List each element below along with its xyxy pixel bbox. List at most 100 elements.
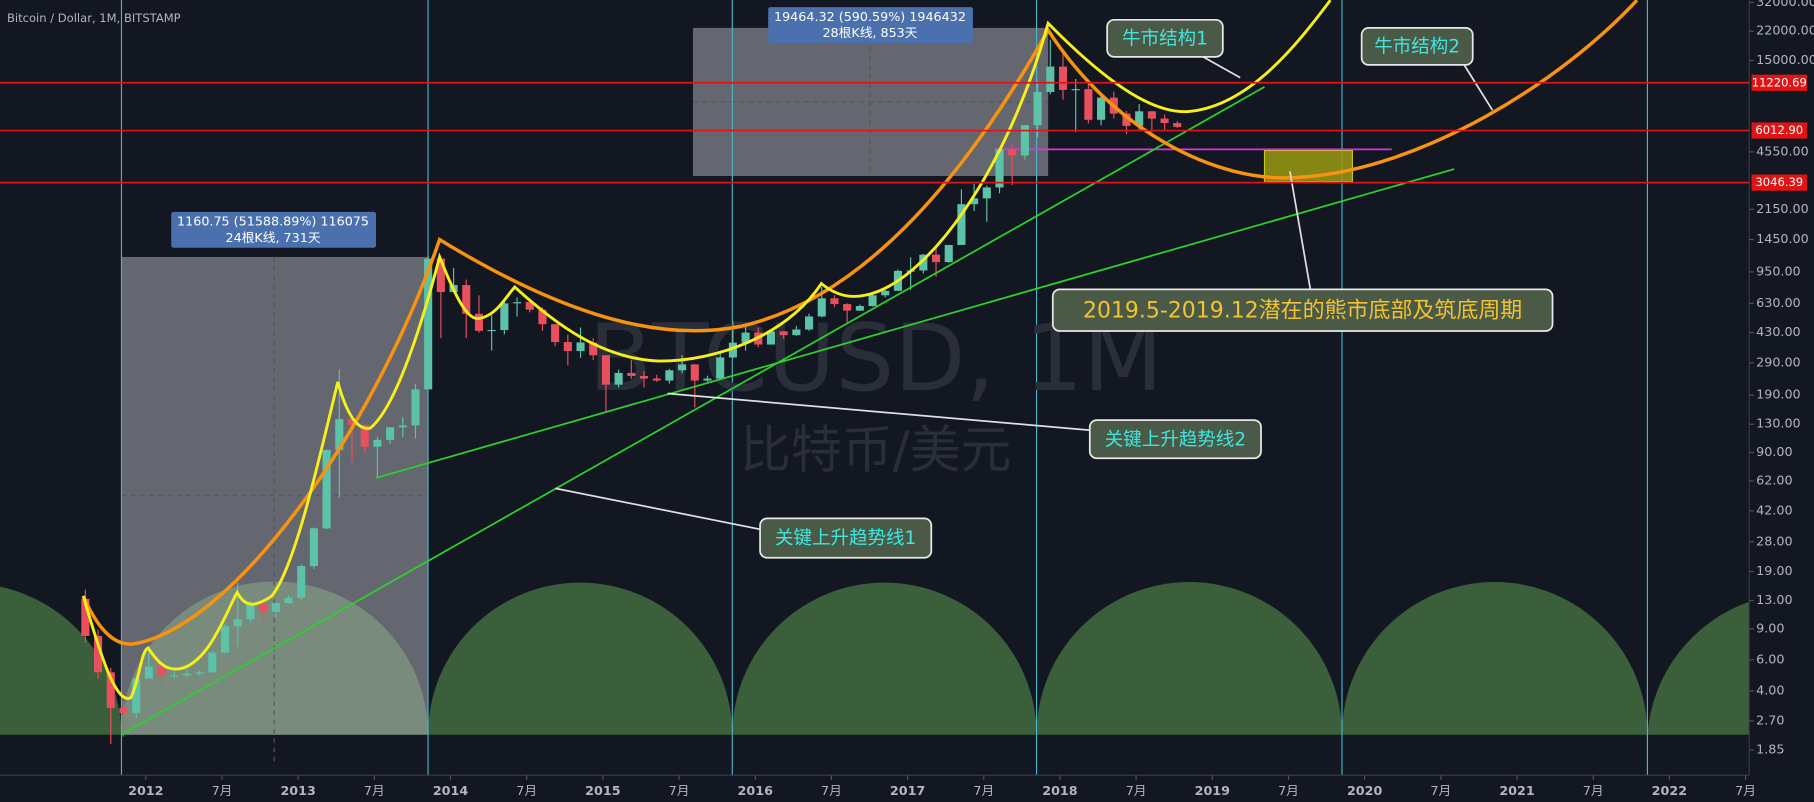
price-label-bg	[1751, 174, 1808, 191]
candle-body	[309, 528, 318, 567]
candle-body	[589, 342, 598, 356]
candle-body	[678, 364, 687, 371]
y-tick-label: 130.00	[1756, 416, 1801, 431]
measure-label: 1160.75 (51588.89%) 116075	[177, 214, 369, 229]
candle-body	[411, 389, 420, 426]
candle-body	[1147, 111, 1156, 119]
y-tick-label: 6.00	[1756, 651, 1784, 666]
trendline	[121, 86, 1265, 736]
candle-body	[690, 364, 699, 381]
x-tick-label: 7月	[821, 783, 842, 798]
candle-body	[246, 604, 255, 620]
y-tick-label: 4550.00	[1756, 143, 1809, 158]
candle-body	[297, 566, 306, 598]
candle-body	[779, 331, 788, 336]
annotation-text: 牛市结构2	[1374, 37, 1460, 58]
y-tick-label: 1450.00	[1756, 231, 1809, 246]
candle-body	[868, 295, 877, 307]
candle-body	[144, 666, 153, 679]
candle-body	[855, 306, 864, 311]
candle-body	[614, 372, 623, 385]
candle-body	[881, 290, 890, 296]
x-tick-label: 7月	[364, 783, 385, 798]
callout-line	[555, 487, 764, 531]
y-tick-label: 62.00	[1756, 472, 1792, 487]
candle-body	[119, 708, 128, 713]
x-tick-label: 2014	[433, 783, 469, 798]
x-tick-label: 2015	[585, 783, 620, 798]
candle-body	[1122, 113, 1131, 126]
x-tick-label: 2012	[128, 783, 163, 798]
candle-body	[931, 254, 941, 263]
measure-label-bg	[171, 211, 376, 248]
candle-body	[424, 258, 433, 390]
candle-body	[195, 672, 204, 674]
candle-body	[538, 309, 547, 325]
callout-line	[667, 392, 1094, 432]
candle-body	[1046, 66, 1055, 92]
y-tick-label: 90.00	[1756, 444, 1792, 459]
cycle-arc	[1341, 582, 1648, 735]
candle-body	[132, 678, 141, 713]
candle-body	[1071, 89, 1080, 91]
candle-body	[360, 424, 369, 447]
y-tick-label: 9.00	[1756, 620, 1784, 635]
annotation-box	[1106, 18, 1224, 58]
y-tick-label: 4.00	[1756, 682, 1784, 697]
y-tick-label: 28.00	[1756, 533, 1792, 548]
annotation-box	[759, 517, 933, 559]
x-tick-label: 7月	[212, 783, 233, 798]
cycle-arc	[1647, 601, 1750, 735]
candle-body	[576, 342, 585, 352]
x-tick-label: 7月	[973, 783, 994, 798]
candle-body	[639, 376, 649, 379]
y-tick-label: 15000.00	[1756, 52, 1814, 67]
bull-arc-small	[81, 0, 1332, 700]
y-tick-label: 630.00	[1756, 295, 1801, 310]
candle-body	[500, 303, 509, 330]
y-tick-label: 430.00	[1756, 324, 1801, 339]
candle-body	[220, 626, 230, 653]
candle-body	[563, 342, 572, 352]
candle-body	[386, 427, 395, 440]
candle-body	[1020, 125, 1029, 156]
candle-body	[1008, 149, 1017, 156]
y-tick-label: 22000.00	[1756, 23, 1814, 38]
x-tick-label: 7月	[516, 783, 537, 798]
y-tick-label: 2150.00	[1756, 201, 1809, 216]
x-tick-label: 2022	[1652, 783, 1687, 798]
candle-body	[436, 258, 445, 293]
candle-body	[1160, 118, 1169, 124]
candle-body	[335, 419, 344, 450]
candle-body	[805, 316, 814, 330]
candle-body	[373, 439, 382, 447]
y-tick-label: 1.85	[1756, 741, 1784, 756]
candle-body	[766, 331, 776, 345]
x-tick-label: 2018	[1042, 783, 1078, 798]
x-tick-label: 2019	[1195, 783, 1231, 798]
candle-body	[843, 304, 852, 311]
bull-arc	[81, 0, 1639, 646]
candle-body	[284, 597, 293, 604]
cycle-arc	[732, 582, 1037, 735]
y-tick-label: 190.00	[1756, 387, 1801, 402]
x-tick-label: 7月	[669, 783, 690, 798]
callout-lines	[555, 56, 1494, 531]
candle-body	[830, 298, 839, 305]
candle-body	[170, 675, 179, 677]
x-tick-label: 2017	[890, 783, 925, 798]
candle-body	[817, 298, 826, 317]
candle-body	[233, 619, 242, 627]
candle-body	[970, 198, 979, 205]
x-tick-label: 2021	[1499, 783, 1534, 798]
candle-body	[627, 372, 636, 377]
candle-body	[487, 329, 496, 332]
candle-body	[652, 378, 661, 381]
candle-body	[716, 357, 725, 379]
price-label: 6012.90	[1755, 123, 1803, 137]
cycle-arc	[0, 586, 122, 735]
candle-body	[208, 652, 217, 673]
callout-line	[1289, 171, 1312, 292]
time-axis	[0, 775, 1814, 802]
